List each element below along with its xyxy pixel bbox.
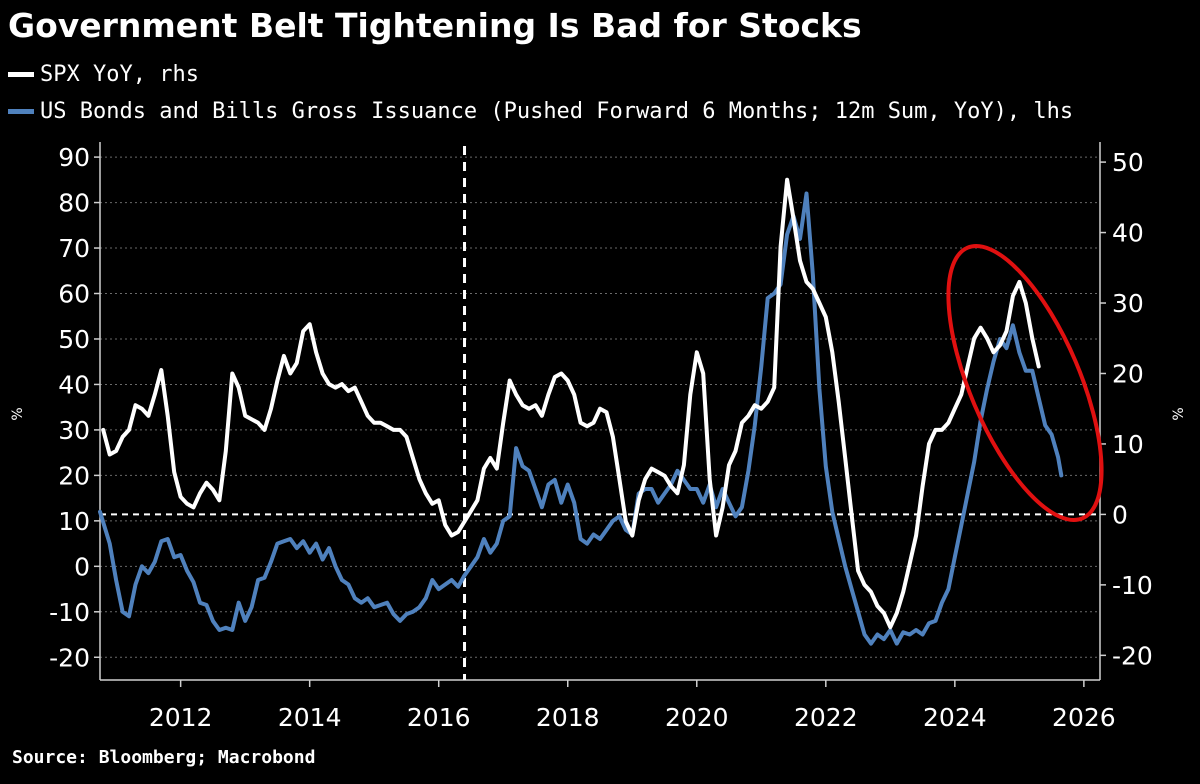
source-note: Source: Bloomberg; Macrobond bbox=[12, 747, 316, 768]
right-tick-label: 20 bbox=[1112, 359, 1144, 388]
spx-line bbox=[101, 177, 1041, 630]
left-axis-unit-label: % bbox=[10, 407, 26, 420]
right-tick-label: 0 bbox=[1112, 500, 1128, 529]
x-tick-label: 2020 bbox=[665, 703, 729, 732]
left-tick-label: 70 bbox=[58, 234, 90, 263]
left-tick-label: 10 bbox=[58, 507, 90, 536]
right-tick-label: 10 bbox=[1112, 430, 1144, 459]
right-tick-label: 50 bbox=[1112, 148, 1144, 177]
left-tick-label: 0 bbox=[74, 552, 90, 581]
left-tick-label: 50 bbox=[58, 325, 90, 354]
legend-swatch-spx bbox=[8, 72, 34, 77]
x-tick-label: 2012 bbox=[149, 703, 213, 732]
x-tick-label: 2018 bbox=[536, 703, 600, 732]
legend-item-spx: SPX YoY, rhs bbox=[8, 62, 199, 87]
right-tick-label: 30 bbox=[1112, 289, 1144, 318]
left-tick-label: 20 bbox=[58, 461, 90, 490]
right-axis-unit-label: % bbox=[1171, 407, 1187, 420]
left-tick-label: 90 bbox=[58, 143, 90, 172]
left-tick-label: -10 bbox=[49, 598, 90, 627]
legend-item-issuance: US Bonds and Bills Gross Issuance (Pushe… bbox=[8, 99, 1073, 124]
annotation-ellipse bbox=[946, 243, 1104, 523]
x-tick-label: 2022 bbox=[794, 703, 858, 732]
left-tick-label: 80 bbox=[58, 189, 90, 218]
issuance-line bbox=[98, 191, 1064, 646]
chart-title: Government Belt Tightening Is Bad for St… bbox=[8, 6, 862, 45]
left-tick-label: 60 bbox=[58, 280, 90, 309]
legend-label-issuance: US Bonds and Bills Gross Issuance (Pushe… bbox=[40, 99, 1074, 124]
x-tick-label: 2024 bbox=[923, 703, 987, 732]
right-tick-label: -10 bbox=[1112, 571, 1153, 600]
x-tick-label: 2014 bbox=[278, 703, 342, 732]
right-tick-label: -20 bbox=[1112, 641, 1153, 670]
right-tick-label: 40 bbox=[1112, 219, 1144, 248]
left-tick-label: 30 bbox=[58, 416, 90, 445]
left-tick-label: 40 bbox=[58, 370, 90, 399]
x-tick-label: 2016 bbox=[407, 703, 471, 732]
legend-label-spx: SPX YoY, rhs bbox=[40, 62, 199, 87]
left-tick-label: -20 bbox=[49, 643, 90, 672]
x-tick-label: 2026 bbox=[1052, 703, 1116, 732]
legend-swatch-issuance bbox=[8, 109, 34, 114]
